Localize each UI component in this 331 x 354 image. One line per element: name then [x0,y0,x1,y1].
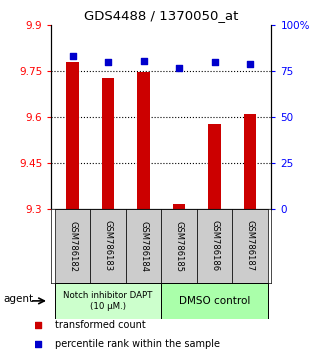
Bar [55,283,162,319]
Point [212,59,217,64]
Text: DMSO control: DMSO control [179,296,250,306]
Text: transformed count: transformed count [55,320,146,330]
Text: GSM786184: GSM786184 [139,221,148,272]
Bar [67,62,79,209]
Bar [55,209,90,283]
Text: GSM786182: GSM786182 [68,221,77,272]
Text: GSM786185: GSM786185 [175,221,184,272]
Text: Notch inhibitor DAPT
(10 μM.): Notch inhibitor DAPT (10 μM.) [64,291,153,310]
Title: GDS4488 / 1370050_at: GDS4488 / 1370050_at [84,9,239,22]
Text: GSM786183: GSM786183 [104,221,113,272]
Text: GSM786186: GSM786186 [210,221,219,272]
Point [248,62,253,67]
Bar [244,114,256,209]
Bar [102,79,114,209]
Text: percentile rank within the sample: percentile rank within the sample [55,339,220,349]
Text: GSM786187: GSM786187 [246,221,255,272]
Bar [232,209,268,283]
Point [141,58,146,63]
Point [106,59,111,64]
Point [70,53,75,59]
Bar [126,209,162,283]
Bar [162,209,197,283]
Bar [90,209,126,283]
Point [218,270,223,275]
Bar [162,283,268,319]
Point [176,65,182,71]
Point [218,102,223,107]
Text: agent: agent [3,294,33,304]
Bar [197,209,232,283]
Bar [137,72,150,209]
Bar [173,204,185,209]
Bar [209,125,221,209]
